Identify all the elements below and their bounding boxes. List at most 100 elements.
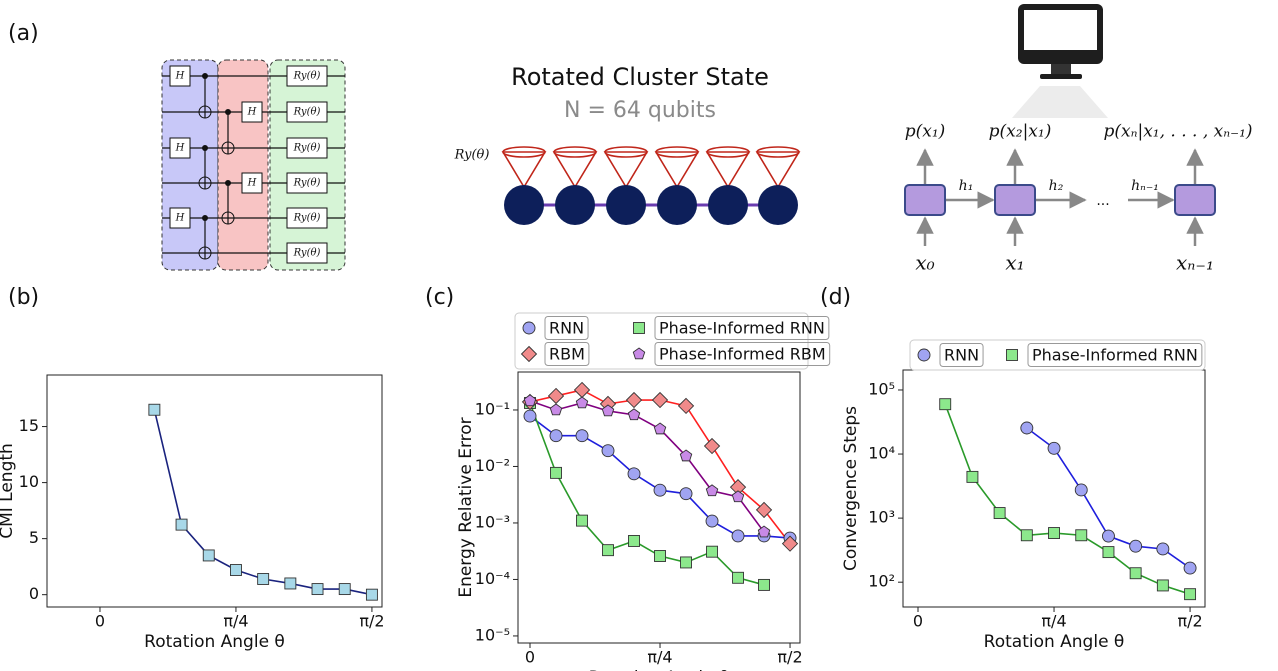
diagram-title: Rotated Cluster State xyxy=(511,63,769,91)
marker xyxy=(257,573,270,585)
stand xyxy=(1051,64,1071,74)
cone xyxy=(603,151,649,189)
hidden-label: h₂ xyxy=(1049,178,1064,194)
marker xyxy=(311,583,324,596)
marker xyxy=(601,444,615,458)
wires xyxy=(162,73,345,260)
rnn-arrows xyxy=(916,148,1204,246)
legend-label: Phase-Informed RBM xyxy=(659,345,826,364)
marker xyxy=(705,514,719,528)
series-line xyxy=(529,400,765,533)
output-label: p(xₙ|x₁, . . . , xₙ₋₁) xyxy=(1103,122,1252,142)
marker xyxy=(628,535,640,547)
y-tick-label: 15 xyxy=(19,416,39,435)
gate-label: Ry(θ) xyxy=(293,107,321,118)
marker xyxy=(679,487,693,501)
y-tick-label: 10⁻³ xyxy=(475,512,510,531)
plot-frame xyxy=(902,369,1206,608)
hadamard-gates: H H H H H xyxy=(169,65,263,229)
rnn-cell xyxy=(994,184,1036,216)
y-tick-label: 10² xyxy=(868,572,895,591)
y-tick-label: 10⁴ xyxy=(868,444,895,463)
marker xyxy=(1006,349,1018,361)
marker xyxy=(549,429,563,443)
marker xyxy=(731,490,745,503)
gate-label: H xyxy=(247,107,257,118)
marker xyxy=(917,348,931,362)
marker xyxy=(1129,539,1143,553)
legend-label-box xyxy=(1027,343,1203,367)
circuit: H H H H H Ry(θ) Ry(θ) Ry(θ) Ry(θ) Ry(θ) … xyxy=(161,59,346,271)
layer xyxy=(217,59,269,271)
gate-label: H xyxy=(175,143,185,154)
marker xyxy=(939,398,952,411)
x-tick-label: 0 xyxy=(913,612,923,631)
marker xyxy=(653,422,667,435)
cone-rim xyxy=(553,146,597,158)
gate-label: H xyxy=(175,71,185,82)
gate-label: H xyxy=(247,178,257,189)
marker xyxy=(1184,588,1197,601)
marker xyxy=(338,583,351,596)
marker xyxy=(732,571,744,584)
y-axis-title: Energy Relative Error xyxy=(456,417,476,597)
plot-frame xyxy=(46,374,383,608)
input-label: x₀ xyxy=(915,251,934,275)
marker xyxy=(993,507,1006,519)
marker xyxy=(1183,561,1197,575)
y-tick-label: 10⁻² xyxy=(475,456,510,475)
cone-rim xyxy=(604,146,648,158)
series-line xyxy=(944,403,1191,595)
legend-label: Phase-Informed RNN xyxy=(659,319,825,338)
marker xyxy=(679,449,693,462)
marker xyxy=(627,467,641,481)
marker xyxy=(703,437,721,455)
marker xyxy=(625,391,643,409)
marker xyxy=(148,403,161,416)
output-label: p(x₁) xyxy=(905,122,946,142)
y-tick-label: 10 xyxy=(19,472,39,491)
legend-label: RNN xyxy=(944,346,979,365)
marker xyxy=(680,556,692,569)
marker xyxy=(602,544,614,557)
qubit xyxy=(758,185,798,225)
rnn-diagram: p(x₁) p(x₂|x₁) p(xₙ|x₁, . . . , xₙ₋₁) h₁… xyxy=(904,4,1253,275)
y-axis-title: CMI Length xyxy=(0,443,17,539)
qubit xyxy=(708,185,748,225)
layer xyxy=(161,59,219,271)
x-tick-label: π/2 xyxy=(777,648,802,667)
layer xyxy=(269,59,346,271)
x-axis-title: Rotation Angle θ xyxy=(144,632,285,652)
marker xyxy=(633,322,645,334)
qubit xyxy=(657,185,697,225)
marker xyxy=(651,391,669,409)
gate-label: Ry(θ) xyxy=(293,71,321,82)
cone-rim xyxy=(502,146,546,158)
marker xyxy=(1156,579,1169,592)
y-tick-label: 10⁻⁵ xyxy=(475,625,510,644)
rotation-label: Ry(θ) xyxy=(454,148,490,163)
legend-label: RNN xyxy=(549,319,584,338)
output-label: p(x₂|x₁) xyxy=(989,122,1052,142)
y-tick-label: 10⁻¹ xyxy=(475,399,510,418)
marker xyxy=(550,466,562,479)
marker xyxy=(1156,542,1170,556)
marker xyxy=(575,396,589,409)
qubit xyxy=(555,185,595,225)
x-tick-label: 0 xyxy=(525,648,535,667)
panel-label: (c) xyxy=(425,285,454,310)
legend-label: RBM xyxy=(549,345,585,364)
rnn-cell xyxy=(1174,184,1216,216)
x-tick-label: π/4 xyxy=(1041,612,1066,631)
marker xyxy=(1075,529,1088,542)
marker xyxy=(627,408,641,421)
x-tick-label: π/2 xyxy=(359,612,384,631)
marker xyxy=(202,549,215,562)
marker xyxy=(520,345,538,363)
marker xyxy=(705,484,719,497)
legend-label-box xyxy=(544,316,589,340)
diagram-subtitle: N = 64 qubits xyxy=(564,98,716,123)
cone xyxy=(654,151,700,189)
marker xyxy=(576,514,588,527)
marker xyxy=(677,397,695,415)
